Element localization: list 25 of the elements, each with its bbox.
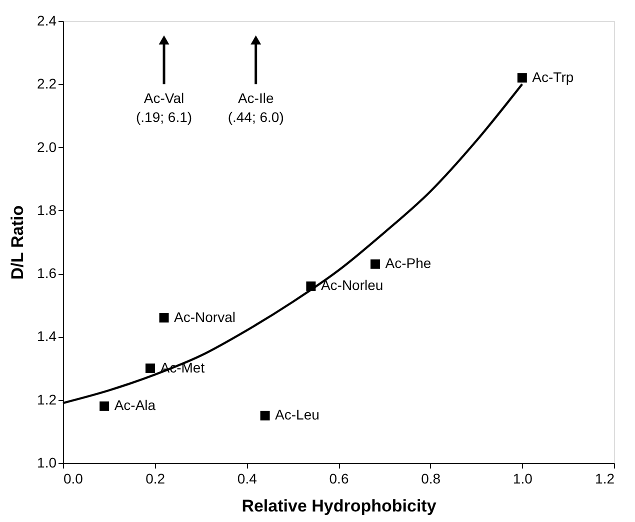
- y-tick-label: 1.6: [37, 265, 57, 282]
- y-axis-title: D/L Ratio: [8, 205, 28, 280]
- series-label: Ac-Phe: [385, 255, 432, 272]
- y-tick-label: 1.2: [37, 391, 57, 408]
- y-tick-label: 2.0: [37, 138, 57, 155]
- x-tick-label: 0.4: [237, 470, 258, 486]
- series-label: Ac-Ala: [114, 397, 156, 414]
- y-tick-label: 1.8: [37, 202, 57, 218]
- x-axis-title: Relative Hydrophobicity: [242, 496, 437, 516]
- series-label: Ac-Leu: [275, 406, 320, 423]
- annotation: Ac-Val (.19; 6.1): [136, 90, 192, 126]
- series-label: Ac-Norval: [174, 308, 236, 325]
- series-label: Ac-Trp: [532, 68, 574, 85]
- x-tick-label: 0.0: [64, 470, 84, 486]
- annotation: Ac-Ile (.44; 6.0): [228, 90, 284, 126]
- x-tick-label: 1.2: [595, 470, 615, 486]
- x-tick-label: 0.8: [421, 470, 441, 486]
- y-tick-label: 1.0: [37, 454, 57, 470]
- y-tick-label: 2.2: [37, 76, 57, 92]
- x-tick-label: 1.0: [512, 470, 533, 486]
- x-tick-label: 0.6: [329, 470, 349, 486]
- y-tick-label: 2.4: [37, 12, 57, 28]
- x-tick-label: 0.2: [146, 470, 166, 486]
- series-label: Ac-Norleu: [320, 277, 384, 294]
- y-tick-label: 1.4: [37, 328, 57, 344]
